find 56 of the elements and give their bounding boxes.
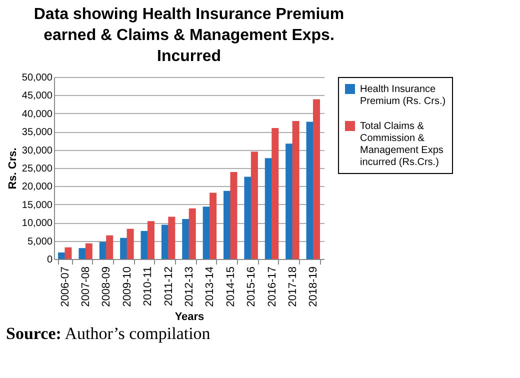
legend-label: Health Insurance Premium (Rs. Crs.) (360, 84, 446, 107)
bar (147, 221, 154, 259)
y-tick-label: 5,000 (27, 236, 53, 248)
bar (161, 224, 168, 259)
x-tick-label: 2018-19 (308, 266, 320, 307)
bar (168, 216, 176, 259)
y-tick-label: 30,000 (22, 145, 53, 156)
y-tick-label: 15,000 (22, 200, 53, 211)
y-tick-label: 40,000 (22, 108, 53, 120)
bar (78, 248, 86, 259)
bar (313, 99, 320, 259)
bar (230, 172, 238, 259)
bar (244, 176, 252, 259)
bar (210, 192, 217, 259)
bar (99, 242, 106, 259)
y-tick-label: 25,000 (22, 164, 53, 174)
bar (306, 122, 314, 259)
x-tick-label: 2013-14 (204, 266, 216, 307)
x-tick-label: 2010-11 (142, 266, 154, 306)
x-tick-label: 2007-08 (80, 266, 92, 307)
y-tick-label: 20,000 (22, 182, 53, 193)
bar (64, 247, 72, 259)
bar (286, 144, 293, 259)
x-tick-label: 2016-17 (266, 266, 278, 307)
y-tick-label: 0 (46, 254, 53, 266)
bar (85, 243, 92, 259)
bar (264, 158, 272, 259)
bar (272, 128, 279, 259)
bar (126, 228, 134, 259)
chart-title: Data showing Health Insurance Premium earned & Claims & Management Exps. Incurred (34, 6, 344, 65)
bar (106, 235, 114, 259)
x-tick-label: 2006-07 (59, 266, 72, 307)
bar (120, 238, 128, 259)
bar (188, 208, 196, 259)
bar (182, 218, 190, 259)
bar (224, 190, 231, 259)
bar (250, 152, 258, 259)
bar (58, 252, 65, 259)
x-tick-label: 2008-09 (100, 266, 113, 307)
y-tick-label: 35,000 (22, 127, 53, 138)
x-tick-label: 2011-12 (162, 266, 175, 306)
legend-label: Total Claims & Commission & Management Exps incurred (Rs.Crs.) (360, 121, 444, 168)
x-axis-title: Years (174, 310, 204, 323)
bar (202, 206, 210, 259)
y-axis-title: Rs. Crs. (6, 148, 19, 190)
x-tick-label: 2015-16 (246, 266, 258, 307)
y-tick-label: 10,000 (22, 218, 53, 230)
x-tick-label: 2017-18 (286, 266, 299, 307)
source-note: Source: Author’s compilation (6, 324, 212, 344)
bar (292, 121, 300, 259)
y-tick-label: 45,000 (22, 90, 53, 102)
x-tick-label: 2014-15 (224, 266, 237, 307)
x-tick-label: 2012-13 (184, 266, 196, 307)
bar (140, 230, 148, 259)
x-tick-label: 2009-10 (121, 266, 134, 307)
y-tick-label: 50,000 (22, 72, 53, 84)
